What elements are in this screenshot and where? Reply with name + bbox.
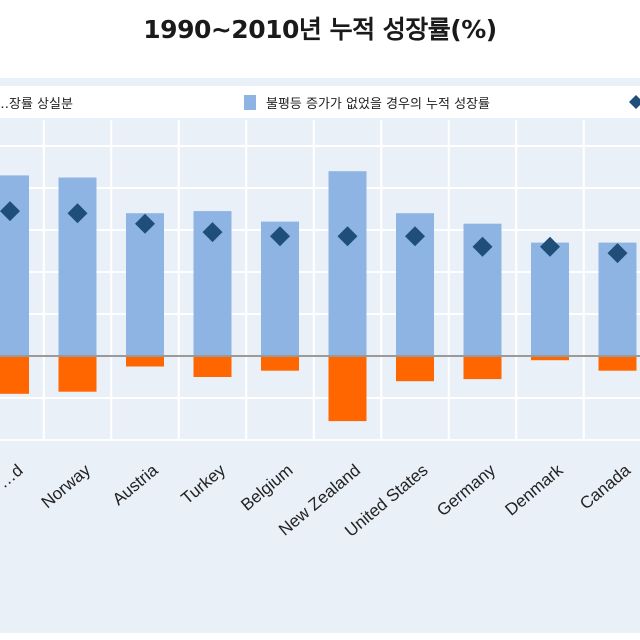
bar-growth-loss: [0, 356, 29, 394]
bar-potential-growth: [0, 175, 29, 356]
marker-actual-growth: [67, 203, 88, 224]
bar-potential-growth: [126, 213, 164, 356]
bar-growth-loss: [396, 356, 434, 382]
legend: …장률 상실분 불평등 증가가 없었을 경우의 누적 성장률: [0, 95, 640, 112]
marker-actual-growth: [0, 201, 20, 222]
bar-growth-loss: [328, 356, 367, 422]
bar-growth-loss: [531, 356, 569, 361]
legend-background: [0, 86, 640, 118]
bar-growth-loss: [261, 356, 299, 371]
marker-actual-growth: [202, 222, 223, 243]
bar-growth-loss: [58, 356, 97, 392]
bar-potential-growth: [531, 242, 569, 356]
marker-actual-growth: [337, 226, 358, 247]
marker-actual-growth: [540, 236, 560, 257]
chart-title: 1990~2010년 누적 성장률(%): [143, 15, 497, 44]
legend-label-potential: 불평등 증가가 없었을 경우의 누적 성장률: [266, 97, 490, 112]
bar-growth-loss: [126, 356, 164, 367]
marker-actual-growth: [270, 226, 290, 247]
bar-potential-growth: [328, 171, 367, 356]
legend-label-loss: …장률 상실분: [0, 97, 73, 112]
bars: [0, 171, 640, 422]
bar-growth-loss: [598, 356, 637, 371]
marker-actual-growth: [607, 243, 628, 264]
marker-actual-growth: [472, 236, 493, 257]
bar-growth-loss: [463, 356, 502, 380]
marker-actual-growth: [405, 226, 425, 247]
grid-lines: [0, 120, 640, 441]
marker-actual-growth: [135, 213, 155, 234]
bar-growth-loss: [193, 356, 232, 377]
legend-swatch-potential: [244, 95, 256, 110]
legend-marker-diamond: [629, 95, 640, 109]
